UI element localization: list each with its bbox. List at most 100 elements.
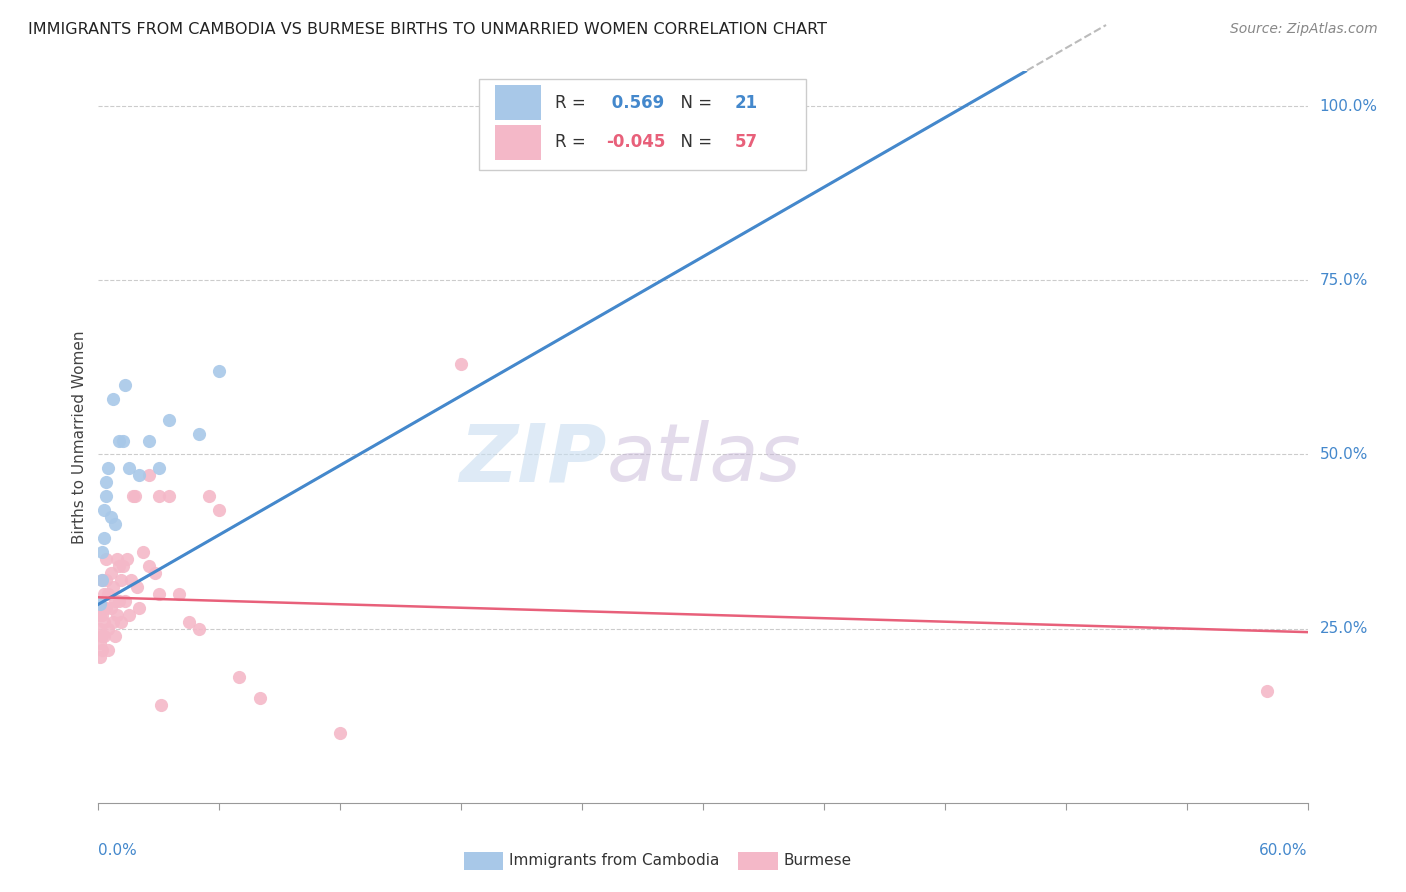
Point xyxy=(120,573,142,587)
Point xyxy=(177,615,201,629)
Point xyxy=(89,607,111,622)
Point xyxy=(93,615,115,629)
Point xyxy=(93,531,115,545)
Point xyxy=(188,426,211,441)
Point xyxy=(97,622,120,636)
Point xyxy=(91,607,114,622)
Point xyxy=(93,629,115,643)
Point xyxy=(249,691,271,706)
Point xyxy=(89,622,111,636)
Point xyxy=(138,468,160,483)
Point xyxy=(91,629,114,643)
Point xyxy=(89,597,111,611)
Text: IMMIGRANTS FROM CAMBODIA VS BURMESE BIRTHS TO UNMARRIED WOMEN CORRELATION CHART: IMMIGRANTS FROM CAMBODIA VS BURMESE BIRT… xyxy=(28,22,827,37)
Point xyxy=(105,607,128,622)
Point xyxy=(110,573,132,587)
Point xyxy=(121,489,143,503)
Point xyxy=(97,587,120,601)
Point xyxy=(96,573,118,587)
Point xyxy=(148,461,170,475)
Point xyxy=(132,545,155,559)
Point xyxy=(149,698,172,713)
Point xyxy=(103,594,125,608)
Point xyxy=(157,489,180,503)
Point xyxy=(103,517,125,532)
Text: 21: 21 xyxy=(734,94,758,112)
Point xyxy=(167,587,190,601)
Text: 50.0%: 50.0% xyxy=(1320,447,1368,462)
Point xyxy=(115,552,138,566)
Point xyxy=(91,573,114,587)
Point xyxy=(91,573,114,587)
Point xyxy=(100,510,122,524)
Point xyxy=(100,600,122,615)
Text: ZIP: ZIP xyxy=(458,420,606,498)
Text: R =: R = xyxy=(555,133,592,152)
Point xyxy=(124,489,146,503)
Point xyxy=(97,461,120,475)
FancyBboxPatch shape xyxy=(479,78,806,170)
Y-axis label: Births to Unmarried Women: Births to Unmarried Women xyxy=(72,330,87,544)
Point xyxy=(89,649,111,664)
Point xyxy=(111,434,134,448)
Point xyxy=(93,503,115,517)
Point xyxy=(148,489,170,503)
Point xyxy=(100,566,122,580)
Text: 0.0%: 0.0% xyxy=(98,843,138,858)
Text: 57: 57 xyxy=(734,133,758,152)
Point xyxy=(101,580,124,594)
Point xyxy=(157,412,180,426)
Point xyxy=(107,594,129,608)
Text: -0.045: -0.045 xyxy=(606,133,665,152)
Point xyxy=(101,615,124,629)
Point xyxy=(208,503,231,517)
Point xyxy=(128,600,150,615)
Point xyxy=(97,642,120,657)
Point xyxy=(114,377,136,392)
Point xyxy=(89,635,111,649)
Text: Immigrants from Cambodia: Immigrants from Cambodia xyxy=(509,854,720,868)
Point xyxy=(107,558,129,573)
Point xyxy=(93,587,115,601)
Text: Source: ZipAtlas.com: Source: ZipAtlas.com xyxy=(1230,22,1378,37)
Point xyxy=(128,468,150,483)
Point xyxy=(96,552,118,566)
Point xyxy=(208,364,231,378)
Point xyxy=(198,489,221,503)
Text: R =: R = xyxy=(555,94,592,112)
Text: 75.0%: 75.0% xyxy=(1320,273,1368,288)
Text: 60.0%: 60.0% xyxy=(1260,843,1308,858)
Point xyxy=(125,580,148,594)
Point xyxy=(91,642,114,657)
Point xyxy=(96,600,118,615)
Point xyxy=(1256,684,1278,698)
Text: atlas: atlas xyxy=(606,420,801,498)
FancyBboxPatch shape xyxy=(495,86,541,120)
Point xyxy=(103,629,125,643)
Point xyxy=(118,461,141,475)
Point xyxy=(329,726,352,740)
Point xyxy=(118,607,141,622)
Point xyxy=(450,357,472,371)
Point xyxy=(143,566,166,580)
Text: 25.0%: 25.0% xyxy=(1320,621,1368,636)
FancyBboxPatch shape xyxy=(495,125,541,160)
Point xyxy=(228,670,250,684)
Point xyxy=(107,434,129,448)
Text: 0.569: 0.569 xyxy=(606,94,665,112)
Point xyxy=(138,558,160,573)
Point xyxy=(93,600,115,615)
Point xyxy=(111,558,134,573)
Point xyxy=(110,615,132,629)
Point xyxy=(91,545,114,559)
Point xyxy=(114,594,136,608)
Point xyxy=(101,392,124,406)
Point xyxy=(188,622,211,636)
Point xyxy=(96,475,118,490)
Text: 100.0%: 100.0% xyxy=(1320,99,1378,113)
Point xyxy=(148,587,170,601)
Point xyxy=(105,552,128,566)
Text: Burmese: Burmese xyxy=(783,854,851,868)
Point xyxy=(138,434,160,448)
Point xyxy=(96,489,118,503)
